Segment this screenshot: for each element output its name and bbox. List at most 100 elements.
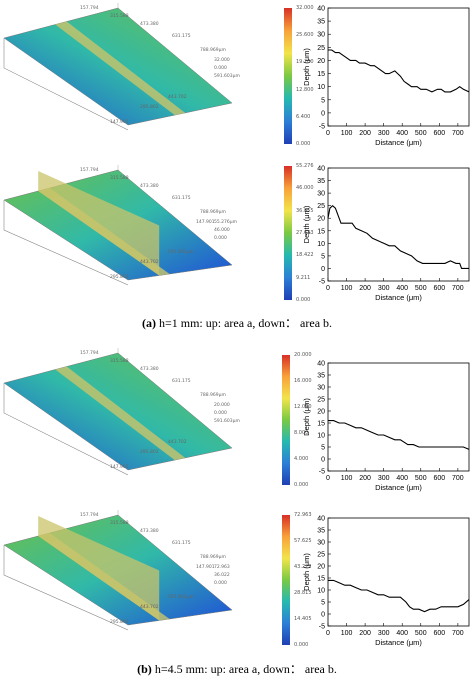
colorbar-tick-label: 27.633 [296, 230, 314, 236]
x-tick-label: 100 [341, 285, 353, 292]
y-tick-label: 30 [317, 191, 325, 198]
colorbar-tick-label: 25.600 [296, 32, 314, 39]
surface-axis-label: 147.901 [196, 565, 215, 570]
x-tick-label: 700 [452, 130, 464, 137]
surface-axis-label: 591.603μm [168, 250, 194, 255]
y-tick-label: 40 [317, 516, 325, 523]
surface-axis-label: 315.588 [110, 14, 129, 19]
y-tick-label: 15 [317, 71, 325, 78]
x-tick-label: 100 [341, 130, 353, 137]
surface-axis-label: 788.969μm [200, 210, 226, 215]
colorbar-tick-label: 0.000 [296, 141, 311, 147]
x-tick-label: 200 [359, 630, 371, 637]
colorbar-tick-label: 46.000 [296, 185, 314, 192]
x-tick-label: 700 [452, 630, 464, 637]
colorbar-tick-label: 32.000 [296, 5, 314, 11]
caption-b-tag: (b) [137, 662, 152, 676]
y-tick-label: 0 [321, 612, 325, 619]
panel-b-area-b: 72.963 57.625 43.222 28.815 14.405 0.000 157.… [0, 505, 474, 650]
colorbar [284, 8, 292, 144]
colorbar-tick-label: 14.405 [294, 616, 312, 622]
depth-profile-line [328, 49, 470, 93]
colorbar [284, 166, 292, 300]
surface-axis-label: 55.276μm [214, 220, 237, 225]
y-axis-label: Depth (μm) [302, 398, 311, 436]
x-tick-label: 400 [396, 475, 408, 482]
surface-axis-label: 473.380 [140, 22, 159, 27]
surface-axis-label: 443.702 [140, 605, 159, 610]
y-axis-label: Depth (μm) [302, 205, 311, 243]
colorbar-tick-label: 0.000 [296, 297, 311, 303]
depth-profile-line [328, 579, 470, 613]
y-tick-label: 30 [317, 385, 325, 392]
x-axis-label: Distance (μm) [375, 293, 422, 302]
x-tick-label: 700 [452, 475, 464, 482]
y-tick-label: 35 [317, 528, 325, 535]
y-tick-label: 35 [317, 19, 325, 26]
colorbar-tick-label: 12.000 [294, 404, 312, 410]
y-tick-label: 10 [317, 433, 325, 440]
x-tick-label: 300 [378, 475, 390, 482]
plot-frame [327, 517, 470, 627]
x-tick-label: 700 [452, 285, 464, 292]
surface-axis-label: 20.000 [214, 403, 230, 408]
surface-axis-label: 157.794 [80, 6, 99, 11]
surface-axis-label: 443.702 [140, 260, 159, 265]
groove-band [55, 21, 186, 116]
y-tick-label: 25 [317, 397, 325, 404]
y-tick-label: 10 [317, 241, 325, 248]
colorbar-tick-label: 28.815 [294, 590, 312, 596]
surface-axis-label: 46.000 [214, 228, 230, 233]
colorbar-tick-label: 72.963 [294, 512, 312, 518]
caption-a: (a) h=1 mm: up: area a, down： area b. [0, 314, 474, 331]
colorbar-tick-label: 55.276 [296, 163, 314, 169]
surface-axis-label: 295.802 [110, 620, 129, 625]
y-tick-label: 30 [317, 540, 325, 547]
plot-frame [327, 167, 470, 282]
caption-b: (b) h=4.5 mm: up: area a, down： area b. [0, 660, 474, 677]
surface-axis-label: 36.022 [214, 573, 230, 578]
caption-a-tag: (a) [141, 316, 156, 330]
y-tick-label: 15 [317, 576, 325, 583]
x-tick-label: 500 [415, 285, 427, 292]
x-tick-label: 500 [415, 630, 427, 637]
x-tick-label: 300 [378, 285, 390, 292]
y-tick-label: -5 [319, 279, 325, 286]
y-tick-label: 20 [317, 58, 325, 65]
surface-axis-label: 315.588 [110, 521, 129, 526]
plot-frame [327, 7, 470, 127]
y-tick-label: 25 [317, 45, 325, 52]
x-tick-label: 400 [396, 130, 408, 137]
surface-axis-label: 631.175 [172, 196, 191, 201]
surface-axis-label: 473.380 [140, 184, 159, 189]
x-tick-label: 500 [415, 130, 427, 137]
y-tick-label: 25 [317, 203, 325, 210]
depth-profile-line [327, 204, 469, 269]
y-tick-label: 40 [317, 166, 325, 173]
y-tick-label: 35 [317, 373, 325, 380]
plot-frame [327, 362, 470, 472]
y-tick-label: 5 [321, 97, 325, 104]
surface-axis-label: 315.588 [110, 176, 129, 181]
colorbar-tick-label: 0.000 [294, 482, 309, 488]
y-tick-label: 5 [321, 445, 325, 452]
surface-axis-label: 0.000 [214, 581, 227, 586]
y-tick-label: 15 [317, 228, 325, 235]
surface-map [3, 3, 233, 131]
surface-axis-label: 631.175 [172, 34, 191, 39]
y-tick-label: 20 [317, 409, 325, 416]
x-tick-label: 600 [433, 475, 445, 482]
surface-axis-label: 631.175 [172, 379, 191, 384]
surface-axis-label: 295.802 [140, 450, 159, 455]
surface-axis-label: 0.000 [214, 66, 227, 71]
colorbar [282, 355, 290, 485]
panel-b-area-a: 20.000 16.000 12.000 8.000 4.000 0.000 157.79… [0, 345, 474, 495]
groove-band [55, 366, 186, 461]
x-tick-label: 600 [433, 130, 445, 137]
surface-axis-label: 72.963 [214, 565, 230, 570]
y-tick-label: 30 [317, 32, 325, 39]
caption-a-text: h=1 mm: up: area a, down： area b. [155, 316, 333, 330]
surface-map [3, 348, 233, 476]
colorbar-tick-label: 36.855 [296, 207, 314, 214]
